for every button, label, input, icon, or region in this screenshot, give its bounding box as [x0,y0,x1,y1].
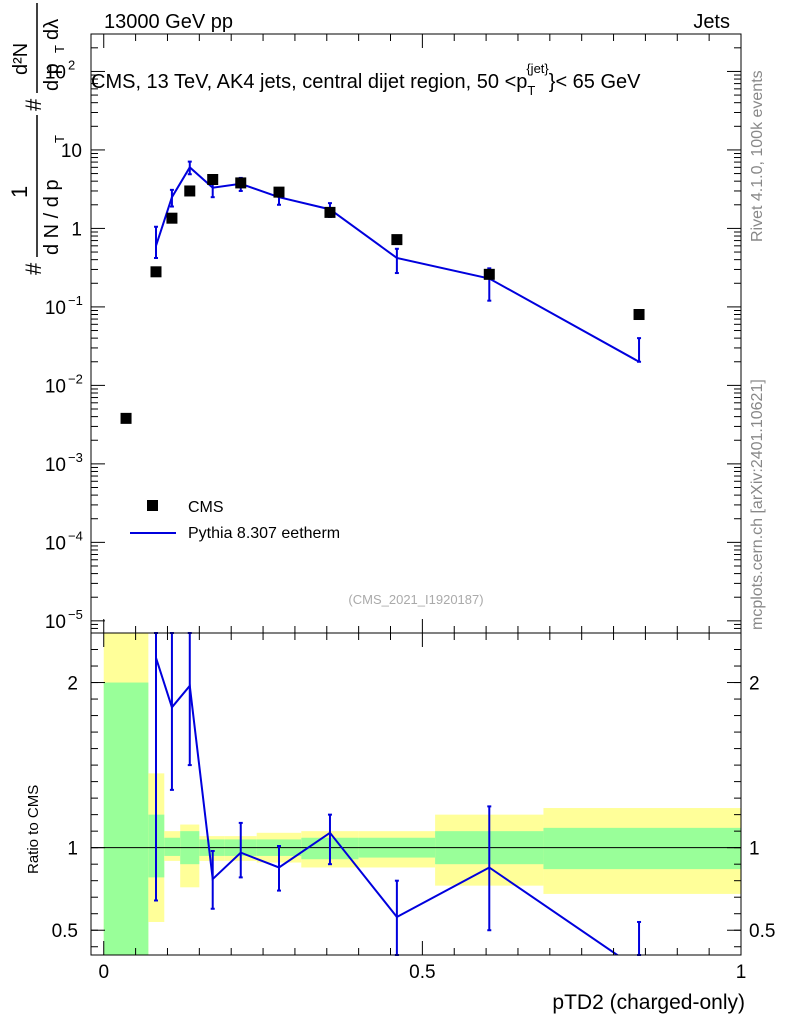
cms-data-point [324,206,336,218]
main-y-tick-exponent: −1 [68,293,83,308]
legend-pythia-label: Pythia 8.307 eetherm [188,525,340,542]
main-y-tick-label: 10 [61,141,82,162]
ylabel-lam: dλ [41,19,63,40]
ylabel-dn: d N / d p [41,179,63,255]
plot-title-tail: }< 65 GeV [549,71,641,93]
plot-title-sup: {jet} [526,61,549,76]
cms-data-point [633,309,645,321]
ylabel-t2: T [52,45,67,53]
main-y-tick-label: 10 [45,533,66,554]
ylabel-den: d p [41,63,63,91]
legend-cms-marker [147,500,158,511]
ratio-y-tick-label-right: 0.5 [749,921,775,942]
plot-title-sub: T [527,83,535,98]
ratio-uncertainty-bands [103,633,741,955]
main-y-tick-label: 10 [45,376,66,397]
plot-title: CMS, 13 TeV, AK4 jets, central dijet reg… [91,61,641,98]
legend-cms-label: CMS [188,499,224,516]
mcplots-label: mcplots.cern.ch [arXiv:2401.10621] [749,379,766,630]
ratio-y-label: Ratio to CMS [25,785,42,874]
ylabel-one: 1 [7,186,32,198]
header-jets: Jets [693,11,730,33]
ratio-panel: 0.5 0.51 12 20 0.5 1 Ratio to CMS pTD2 (charg… [25,632,775,1014]
main-y-tick-exponent: 2 [68,57,75,72]
ratio-x-tick-label: 0.5 [409,962,435,983]
analysis-watermark: (CMS_2021_I1920187) [348,592,483,607]
cms-data-point [391,234,403,246]
ratio-line [155,657,620,955]
ratio-band-inner [543,827,741,870]
cms-data-point [120,412,132,424]
ylabel-hash1: # [21,262,46,275]
cms-data-point [150,266,162,278]
plot-title-main: CMS, 13 TeV, AK4 jets, central dijet reg… [91,71,527,93]
ratio-y-tick-label: 0.5 [52,921,78,942]
main-y-label: # 1 d N / d p T # d²N d p T dλ [7,3,67,275]
ratio-y-tick-label-right: 1 [749,839,760,860]
main-frame [90,33,742,634]
cms-data-point [207,174,219,186]
ratio-x-tick-label: 0 [98,962,109,983]
ratio-band-inner [164,837,181,856]
main-y-tick-label: 10 [45,455,66,476]
header-energy: 13000 GeV pp [104,11,233,33]
main-y-tick-exponent: −5 [68,607,83,622]
main-y-tick-label: 1 [71,219,82,240]
ratio-y-tick-label: 1 [67,839,78,860]
ylabel-t1: T [52,135,67,143]
main-y-tick-label: 10 [45,298,66,319]
rivet-label: Rivet 4.1.0, 100k events [749,70,766,242]
ratio-y-tick-label-right: 2 [749,674,760,695]
main-y-tick-exponent: −2 [68,371,83,386]
main-y-tick-exponent: −3 [68,450,83,465]
ratio-frame [90,632,742,956]
main-y-tick-label: 10 [45,612,66,633]
cms-data-point [184,185,196,197]
ylabel-num: d²N [10,43,32,75]
main-y-tick-label: 10 [45,62,66,83]
ylabel-hash2: # [21,98,46,111]
cms-data-point [273,186,285,198]
pythia-line [155,165,640,363]
ratio-band-inner [103,682,149,955]
main-series [120,160,645,424]
ratio-series [154,632,642,956]
x-axis-label: pTD2 (charged-only) [552,991,745,1014]
cms-data-point [166,212,178,224]
main-y-tick-exponent: −4 [68,528,83,543]
ratio-y-tick-label: 2 [67,674,78,695]
cms-data-point [483,268,495,280]
ratio-x-tick-label: 1 [736,962,747,983]
cms-data-point [235,177,247,189]
